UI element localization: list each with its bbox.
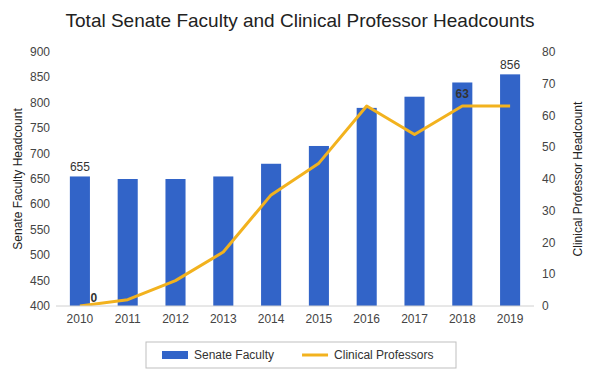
chart-svg: Total Senate Faculty and Clinical Profes… <box>0 0 600 376</box>
legend: Senate Faculty Clinical Professors <box>146 342 456 368</box>
y-tick-label: 800 <box>30 96 50 110</box>
x-tick-label: 2010 <box>67 312 94 326</box>
y2-tick-label: 0 <box>542 299 549 313</box>
legend-swatch <box>302 354 328 357</box>
y2-tick-label: 80 <box>542 45 556 59</box>
x-tick-label: 2017 <box>401 312 428 326</box>
x-tick-label: 2015 <box>306 312 333 326</box>
bar <box>500 74 520 306</box>
y2-tick-label: 40 <box>542 172 556 186</box>
bar <box>452 82 472 306</box>
y-tick-label: 750 <box>30 121 50 135</box>
y-tick-label: 600 <box>30 197 50 211</box>
y-axis-title: Senate Faculty Headcount <box>11 108 25 250</box>
data-label: 655 <box>70 160 90 174</box>
y2-tick-label: 20 <box>542 236 556 250</box>
legend-label: Senate Faculty <box>194 348 274 362</box>
x-tick-label: 2018 <box>449 312 476 326</box>
x-tick-label: 2013 <box>210 312 237 326</box>
data-label: 856 <box>500 58 520 72</box>
x-tick-label: 2016 <box>353 312 380 326</box>
x-tick-label: 2014 <box>258 312 285 326</box>
x-tick-label: 2019 <box>497 312 524 326</box>
y2-tick-label: 30 <box>542 204 556 218</box>
data-label: 63 <box>456 87 470 101</box>
y-tick-label: 500 <box>30 248 50 262</box>
y-tick-label: 400 <box>30 299 50 313</box>
bar <box>165 179 185 306</box>
y-tick-label: 700 <box>30 147 50 161</box>
data-labels: 655 856 0 63 <box>70 58 521 305</box>
bar <box>118 179 138 306</box>
bar <box>404 97 424 306</box>
y-tick-label: 850 <box>30 70 50 84</box>
plot-area <box>70 74 520 306</box>
legend-label: Clinical Professors <box>334 348 433 362</box>
title: Total Senate Faculty and Clinical Profes… <box>66 10 535 31</box>
y2-tick-label: 10 <box>542 267 556 281</box>
bar <box>70 176 90 306</box>
x-tick-label: 2012 <box>162 312 189 326</box>
bar <box>261 164 281 306</box>
line <box>80 106 510 306</box>
x-tick-label: 2011 <box>115 312 141 326</box>
y2-tick-label: 50 <box>542 140 556 154</box>
legend-box <box>146 342 456 368</box>
bar <box>213 176 233 306</box>
y-tick-label: 550 <box>30 223 50 237</box>
y-tick-label: 650 <box>30 172 50 186</box>
y-tick-label: 900 <box>30 45 50 59</box>
y2-axis-title: Clinical Professor Headcount <box>571 101 585 256</box>
y2-tick-label: 60 <box>542 109 556 123</box>
data-label: 0 <box>91 291 98 305</box>
legend-swatch <box>162 351 188 359</box>
bar <box>357 108 377 306</box>
y-tick-label: 450 <box>30 274 50 288</box>
y2-tick-label: 70 <box>542 77 556 91</box>
bar <box>309 146 329 306</box>
x-axis-line <box>56 306 534 307</box>
chart-root: Total Senate Faculty and Clinical Profes… <box>0 0 600 376</box>
